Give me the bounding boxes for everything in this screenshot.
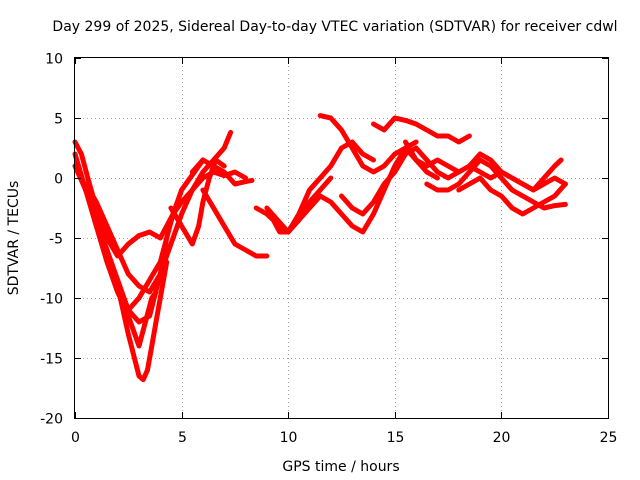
tick-labels: 0 5 10 15 20 25 -20 -15 -10 -5 0 5 10	[40, 52, 617, 447]
y-tick-label: -15	[40, 352, 63, 368]
y-tick-label: 10	[45, 52, 63, 68]
grid	[75, 58, 608, 418]
series-arc-17	[424, 157, 568, 211]
ticks	[75, 58, 609, 419]
series-layer	[72, 113, 568, 383]
x-tick-label: 15	[387, 430, 405, 446]
x-tick-label: 25	[600, 430, 618, 446]
y-tick-label: 0	[54, 172, 63, 188]
y-tick-label: 5	[54, 112, 63, 128]
series-arc-15	[371, 115, 472, 145]
x-tick-label: 5	[178, 430, 187, 446]
series-arc-13	[275, 139, 419, 235]
plot-frame	[74, 57, 609, 419]
y-axis-title: SDTVAR / TECUs	[6, 181, 22, 296]
series-arc-4	[72, 163, 170, 325]
y-tick-label: -5	[49, 232, 63, 248]
y-tick-label: -10	[40, 292, 63, 308]
series-arc-6	[125, 169, 249, 313]
series-arc-18	[456, 175, 568, 217]
chart-title: Day 299 of 2025, Sidereal Day-to-day VTE…	[52, 19, 617, 35]
series-arc-8	[200, 187, 270, 259]
series-arc-9	[189, 157, 255, 187]
series-arc-7	[168, 157, 227, 247]
series-arc-1	[72, 139, 206, 259]
x-tick-label: 10	[280, 430, 298, 446]
y-tick-label: -20	[40, 412, 63, 428]
x-axis-title: GPS time / hours	[282, 459, 399, 475]
x-tick-label: 0	[71, 430, 80, 446]
x-tick-label: 20	[493, 430, 511, 446]
series-arc-19	[466, 151, 564, 193]
series-arc-14	[339, 145, 462, 217]
